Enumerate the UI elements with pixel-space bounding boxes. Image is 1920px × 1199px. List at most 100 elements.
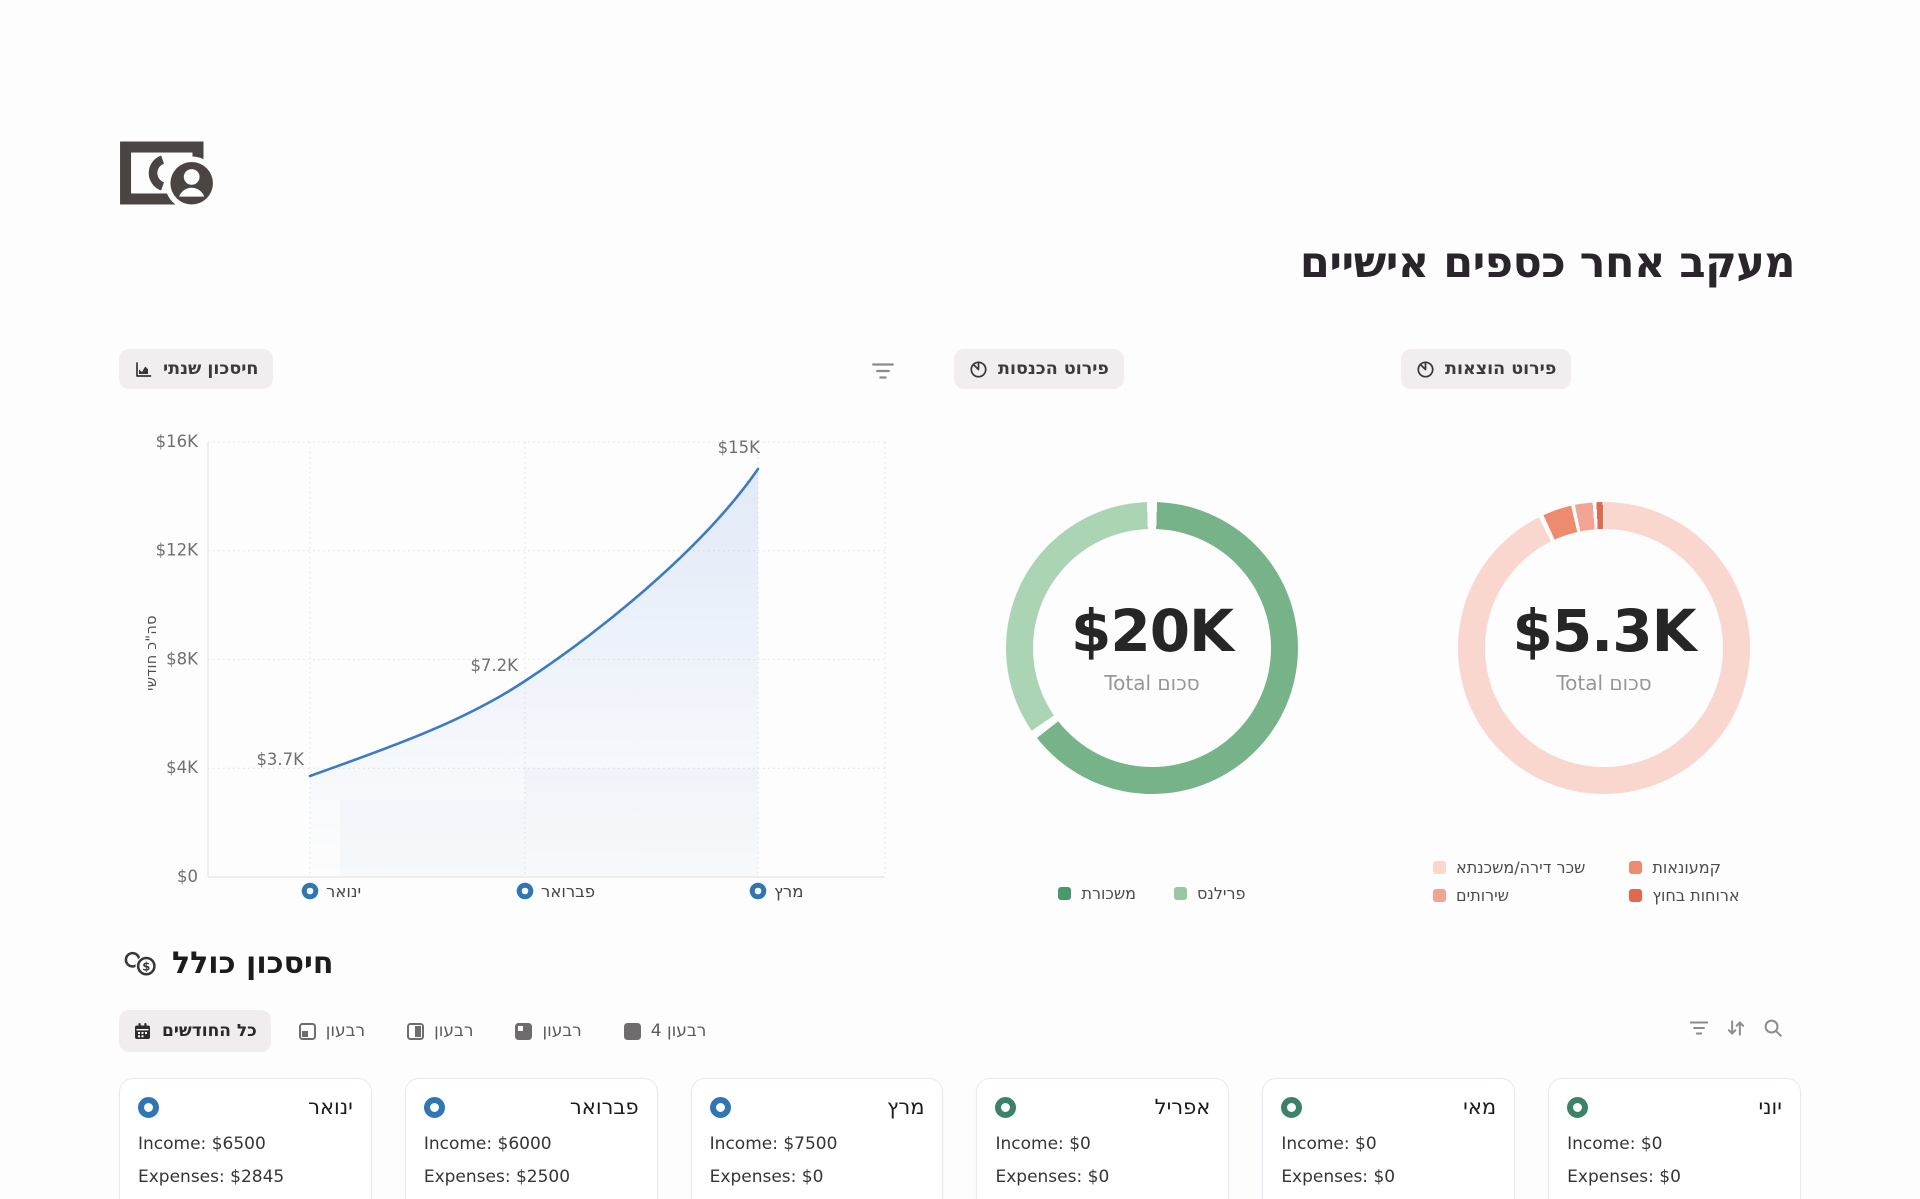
tab-all-months[interactable]: כל החודשים — [119, 1010, 271, 1052]
search-icon[interactable] — [1762, 1017, 1784, 1039]
utilities-swatch — [1433, 889, 1446, 902]
card-header: מאי — [1281, 1095, 1496, 1119]
income-total: $20K — [1070, 596, 1234, 665]
point-label-february: $7.2K — [470, 656, 519, 675]
total-savings-heading-label: חיסכון כולל — [172, 946, 334, 981]
month-marker-icon — [1281, 1096, 1303, 1118]
expenses-prefix: Expenses: — [423, 1167, 511, 1187]
y-tick: $12K — [156, 541, 199, 560]
income-legend: משכורת פרילנס — [1006, 884, 1298, 903]
tab-quarter-2[interactable]: רבעון — [393, 1010, 487, 1052]
income-donut-center: $20K סכום Total — [1006, 502, 1298, 794]
point-label-january: $3.7K — [256, 750, 305, 769]
income-value: $7500 — [783, 1134, 838, 1154]
expenses-value: $2845 — [230, 1167, 285, 1187]
month-name: ינואר — [308, 1095, 353, 1119]
salary-swatch — [1058, 887, 1072, 900]
rent-swatch — [1433, 861, 1446, 874]
income-breakdown-badge[interactable]: פירוט הכנסות — [954, 349, 1124, 389]
expenses-donut-chart: $5.3K סכום Total — [1458, 502, 1750, 794]
expenses-line: Expenses: $0 — [1567, 1167, 1782, 1187]
expenses-breakdown-badge-label: פירוט הוצאות — [1445, 359, 1557, 379]
expenses-prefix: Expenses: — [995, 1167, 1083, 1187]
card-header: יוני — [1567, 1095, 1782, 1119]
income-line: Income: $0 — [995, 1134, 1210, 1154]
tab-quarter-3[interactable]: רבעון — [501, 1010, 595, 1052]
expenses-value: $0 — [1087, 1167, 1110, 1187]
income-line: Income: $7500 — [710, 1134, 925, 1154]
summary-toolbar — [1688, 1017, 1784, 1039]
expenses-prefix: Expenses: — [138, 1167, 225, 1187]
income-prefix: Income: — [1567, 1134, 1636, 1154]
expenses-breakdown-badge[interactable]: פירוט הוצאות — [1401, 349, 1572, 389]
y-axis-title: סה"כ חודשי — [144, 615, 160, 691]
x-marker-hole — [754, 887, 762, 895]
month-name: אפריל — [1154, 1095, 1211, 1119]
point-label-march: $15K — [718, 438, 761, 457]
quarter-2-icon — [407, 1022, 425, 1040]
x-tick-march: מרץ — [774, 882, 803, 901]
money-coin-logo — [120, 136, 224, 210]
expenses-total-label: סכום Total — [1556, 671, 1652, 696]
tab-quarter-1-label: רבעון — [325, 1021, 366, 1041]
income-line: Income: $6000 — [424, 1134, 639, 1154]
expenses-prefix: Expenses: — [1281, 1167, 1369, 1187]
savings-area — [310, 469, 758, 877]
legend-item-salary: משכורת — [1058, 884, 1136, 903]
quarter-4-icon — [623, 1022, 641, 1040]
retail-swatch — [1629, 861, 1643, 874]
expenses-donut-center: $5.3K סכום Total — [1458, 502, 1750, 794]
annual-savings-chart: $16K $12K $8K $4K $0 סה"כ חודשי $3.7K $7… — [144, 432, 886, 901]
annual-savings-badge[interactable]: חיסכון שנתי — [119, 349, 274, 389]
month-name: מרץ — [887, 1095, 925, 1119]
calendar-icon — [135, 1022, 150, 1039]
income-prefix: Income: — [709, 1134, 778, 1154]
utilities-label: שירותים — [1456, 886, 1510, 905]
month-card-january[interactable]: ינואר Income: $6500 Expenses: $2845 — [119, 1078, 372, 1199]
sort-icon[interactable] — [1725, 1017, 1747, 1039]
expenses-prefix: Expenses: — [709, 1167, 797, 1187]
savings-line — [308, 467, 760, 778]
income-line: Income: $0 — [1567, 1134, 1782, 1154]
income-prefix: Income: — [423, 1134, 493, 1154]
tab-quarter-4-label: רבעון 4 — [650, 1021, 707, 1041]
retail-label: קמעונאות — [1652, 858, 1721, 877]
expenses-line: Expenses: $0 — [1281, 1167, 1496, 1187]
month-marker-icon — [1567, 1096, 1589, 1118]
income-line: Income: $6500 — [138, 1134, 353, 1154]
month-card-february[interactable]: פברואר Income: $6000 Expenses: $2500 — [404, 1078, 658, 1199]
month-name: מאי — [1463, 1095, 1497, 1119]
expenses-value: $0 — [1373, 1167, 1396, 1187]
quarter-3-icon — [515, 1022, 533, 1040]
tab-quarter-1[interactable]: רבעון — [285, 1010, 379, 1052]
month-cards: ינואר Income: $6500 Expenses: $2845 פברו… — [119, 1078, 1801, 1199]
page-title: מעקב אחר כספים אישיים — [1299, 238, 1796, 288]
expenses-line: Expenses: $2500 — [424, 1167, 639, 1187]
tab-quarter-4[interactable]: רבעון 4 — [610, 1010, 721, 1052]
card-header: פברואר — [423, 1095, 639, 1119]
y-tick: $0 — [177, 867, 198, 886]
legend-item-rent: שכר דירה/משכנתא — [1433, 858, 1585, 877]
month-card-june[interactable]: יוני Income: $0 Expenses: $0 — [1548, 1078, 1801, 1199]
card-header: אפריל — [995, 1095, 1210, 1119]
income-line: Income: $0 — [1281, 1134, 1496, 1154]
filter-icon[interactable] — [1688, 1017, 1710, 1039]
month-card-april[interactable]: אפריל Income: $0 Expenses: $0 — [976, 1078, 1230, 1199]
income-donut-chart: $20K סכום Total — [1006, 502, 1298, 794]
month-card-march[interactable]: מרץ Income: $7500 Expenses: $0 — [690, 1078, 944, 1199]
income-value: $0 — [1355, 1134, 1377, 1154]
income-prefix: Income: — [1281, 1134, 1350, 1154]
freelance-swatch — [1174, 887, 1188, 900]
area-chart-icon — [136, 361, 152, 377]
quarter-1-icon — [298, 1022, 316, 1040]
chart-filter-icon[interactable] — [870, 358, 896, 384]
pie-chart-icon — [970, 360, 987, 378]
income-breakdown-badge-label: פירוט הכנסות — [998, 359, 1109, 379]
month-card-may[interactable]: מאי Income: $0 Expenses: $0 — [1262, 1078, 1516, 1199]
tab-quarter-2-label: רבעון — [434, 1021, 474, 1041]
expenses-prefix: Expenses: — [1567, 1167, 1654, 1187]
tab-quarter-3-label: רבעון — [542, 1021, 582, 1041]
rent-label: שכר דירה/משכנתא — [1456, 858, 1586, 877]
income-value: $0 — [1640, 1134, 1663, 1154]
month-marker-icon — [709, 1096, 731, 1118]
